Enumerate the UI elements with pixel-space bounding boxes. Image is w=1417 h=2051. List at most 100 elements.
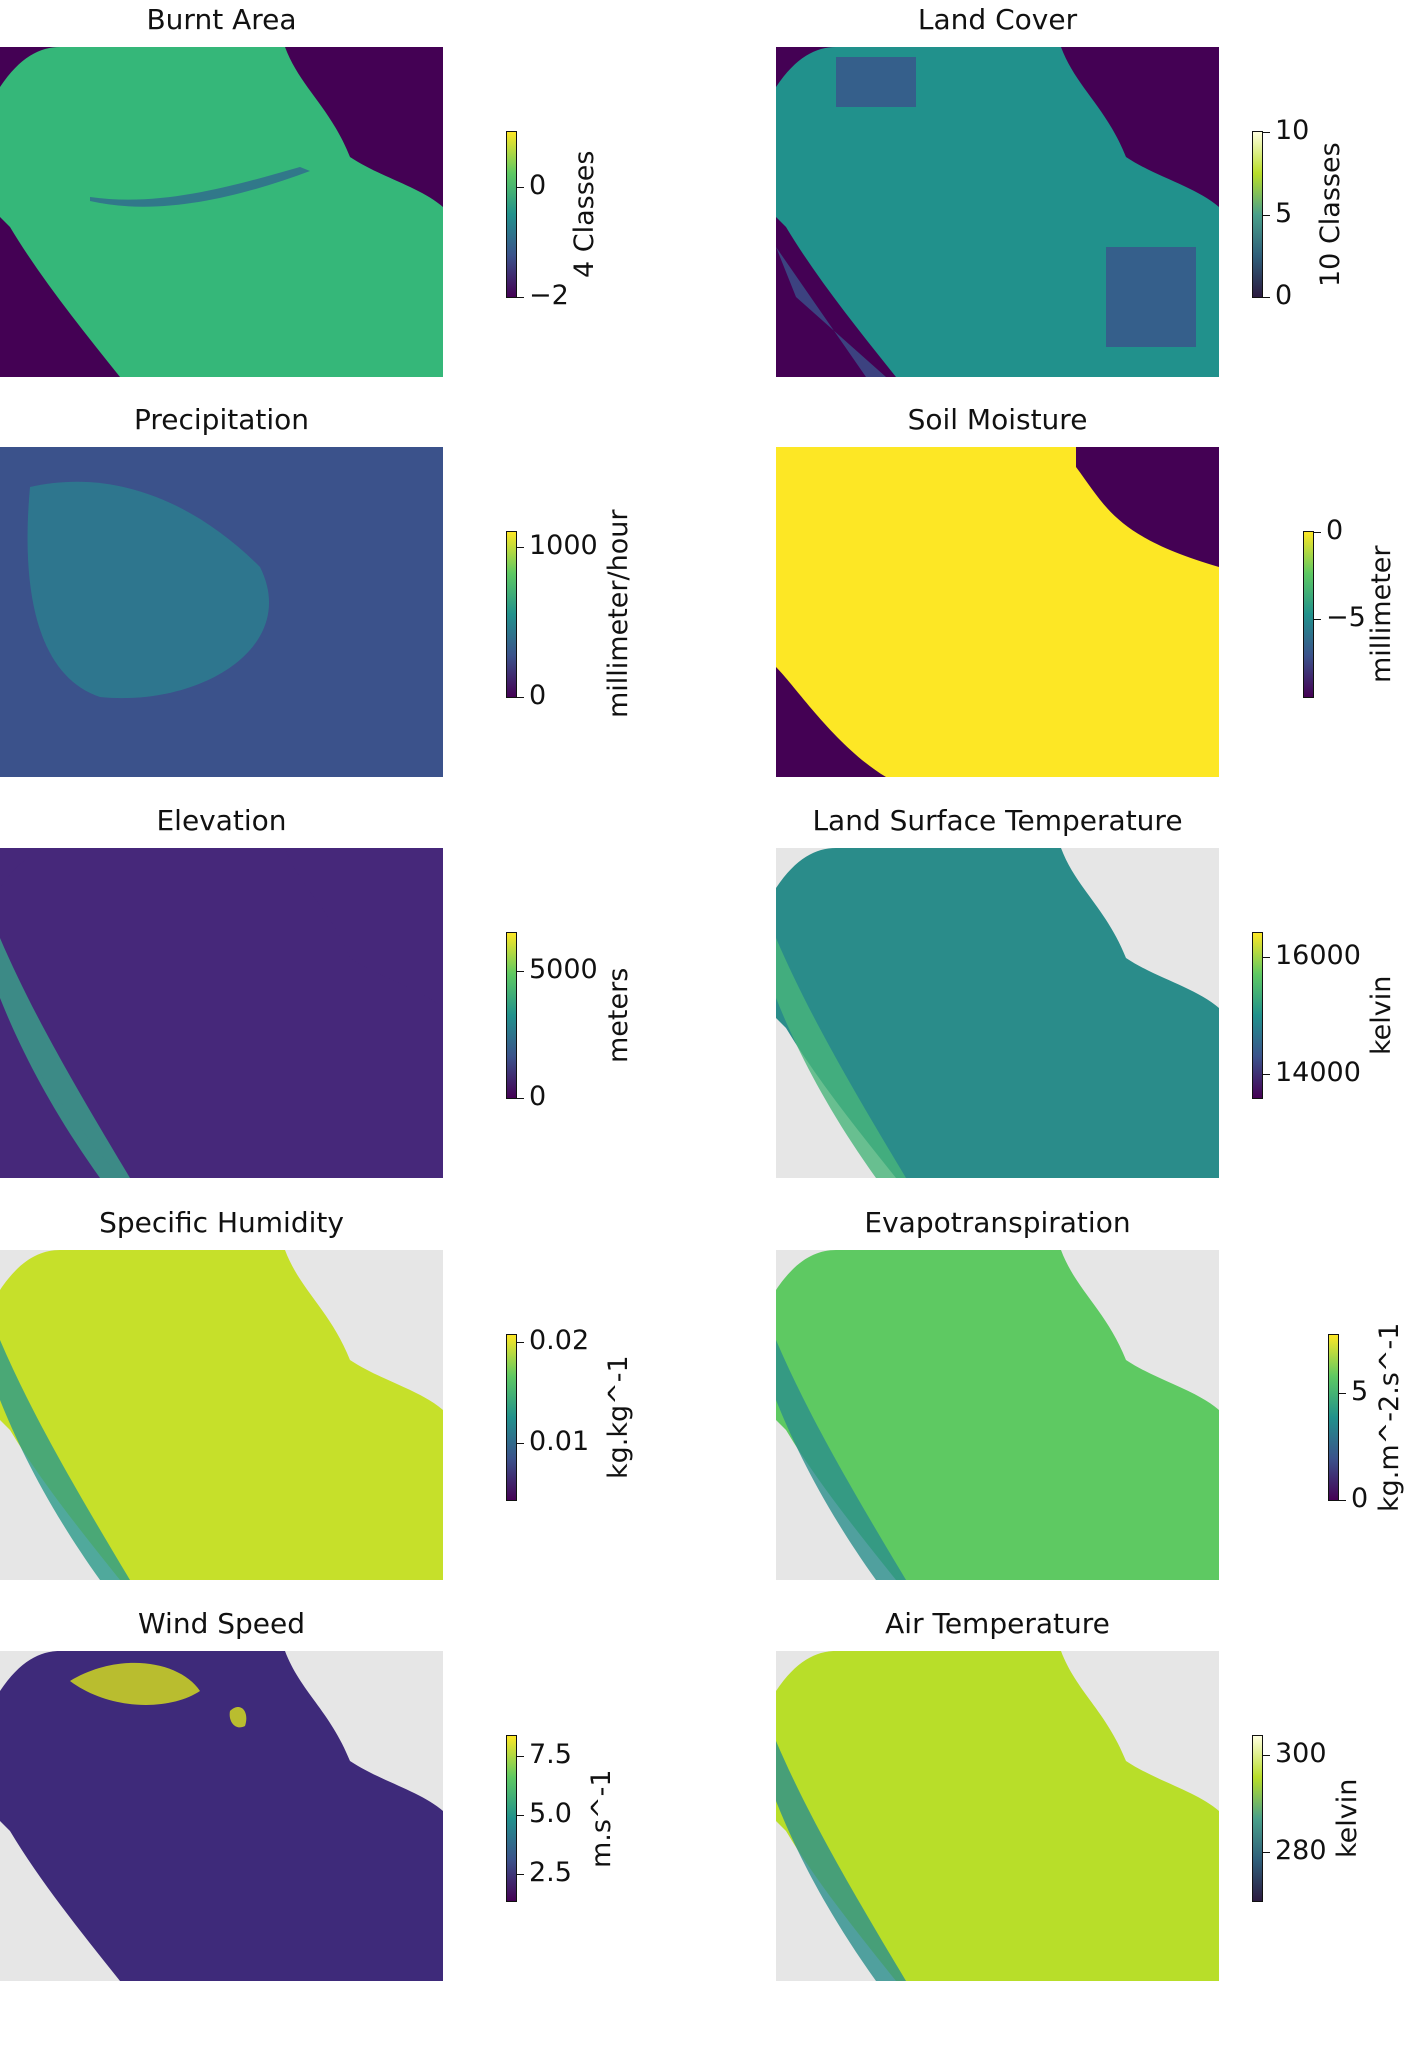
colorbar-label: meters	[603, 967, 634, 1063]
colorbar-tick-label: 0	[529, 1080, 547, 1112]
map-land	[0, 47, 443, 377]
colorbar-tick-label: 5	[1275, 197, 1293, 229]
colorbar-tick-label: 2.5	[529, 1857, 572, 1889]
colorbar: 0.02 0.01 kg.kg^-1	[506, 1325, 634, 1501]
colorbar-label: kelvin	[1332, 1778, 1363, 1858]
colorbar-tick-label: 0	[1275, 279, 1293, 311]
panel-title: Land Surface Temperature	[812, 804, 1183, 837]
colorbar-label: kg.m^-2.s^-1	[1374, 1322, 1405, 1512]
panel-evapotranspiration: Evapotranspiration 5 0 kg.m^-2.s^-1	[776, 1206, 1417, 1650]
colorbar-tick	[1263, 1755, 1270, 1757]
colorbar-tick	[1314, 618, 1321, 620]
colorbar-label: kg.kg^-1	[603, 1355, 634, 1479]
colorbar-tick	[1263, 1074, 1270, 1076]
colorbar: 0 −5 millimeter	[1303, 515, 1397, 698]
colorbar-tick-label: 0	[529, 169, 547, 201]
colorbar-tick	[1263, 1852, 1270, 1854]
panel-title: Evapotranspiration	[864, 1206, 1131, 1239]
map-land	[776, 1651, 1219, 1981]
colorbar-tick-label: 0	[1351, 1482, 1369, 1514]
colorbar-tick-label: 5000	[529, 954, 598, 986]
colorbar: 16000 14000 kelvin	[1252, 932, 1397, 1099]
colorbar-tick	[517, 547, 524, 548]
colorbar-tick	[1263, 132, 1270, 133]
colorbar-tick-label: 0	[1326, 514, 1344, 546]
colorbar-label: 10 Classes	[1315, 141, 1346, 287]
colorbar-tick	[517, 1098, 524, 1099]
heatmap-map	[776, 1250, 1219, 1580]
colorbar-tick	[517, 1342, 524, 1344]
colorbar-tick	[1263, 297, 1270, 298]
heatmap-map	[0, 47, 443, 377]
colorbar-tick	[517, 1442, 524, 1444]
colorbar: 5 0 kg.m^-2.s^-1	[1328, 1322, 1405, 1514]
map-land	[0, 1250, 443, 1580]
map-land	[776, 848, 1219, 1178]
heatmap-map	[776, 47, 1219, 377]
colorbar-tick-label: 0	[529, 679, 547, 711]
panel-title: Air Temperature	[885, 1607, 1110, 1640]
map-land	[776, 1250, 1219, 1580]
colorbar-tick-label: 14000	[1275, 1057, 1361, 1089]
colorbar-tick	[517, 187, 524, 188]
colorbar-label: 4 Classes	[569, 150, 600, 278]
panel-soil-moisture: Soil Moisture 0 −5 millimeter	[776, 403, 1417, 847]
panel-specific-humidity: Specific Humidity 0.02 0.01 kg.kg^-1	[0, 1206, 700, 1650]
colorbar-tick-label: 1000	[529, 529, 598, 561]
panel-title: Specific Humidity	[99, 1206, 344, 1239]
colorbar-tick	[1339, 1392, 1346, 1394]
colorbar: 10 5 0 10 Classes	[1252, 115, 1346, 311]
colorbar-tick-label: 7.5	[529, 1739, 572, 1771]
colorbar-tick	[1314, 532, 1321, 533]
colorbar-tick-label: 16000	[1275, 939, 1361, 971]
panel-title: Elevation	[156, 804, 287, 837]
colorbar-tick	[1263, 214, 1270, 216]
colorbar: 5000 0 meters	[506, 932, 634, 1112]
colorbar-tick	[517, 1874, 524, 1876]
heatmap-map	[0, 447, 443, 777]
colorbar: 0 −2 4 Classes	[506, 131, 600, 311]
colorbar: 1000 0 millimeter/hour	[506, 510, 634, 718]
panel-air-temperature: Air Temperature 300 280 kelvin	[776, 1607, 1417, 2051]
heatmap-map	[0, 1250, 443, 1580]
colorbar-tick-label: −5	[1326, 601, 1366, 633]
colorbar-tick-label: 10	[1275, 114, 1310, 146]
colorbar-tick-label: 5.0	[529, 1798, 572, 1830]
map-land	[776, 447, 1219, 777]
map-feature	[27, 481, 270, 699]
colorbar-tick-label: 280	[1275, 1835, 1327, 1867]
colorbar-tick	[517, 971, 524, 973]
colorbar-tick	[517, 1815, 524, 1817]
colorbar-label: m.s^-1	[586, 1769, 617, 1868]
map-feature	[70, 1662, 247, 1728]
colorbar: 7.5 5.0 2.5 m.s^-1	[506, 1735, 617, 1902]
heatmap-map	[0, 1651, 443, 1981]
panel-elevation: Elevation 5000 0 meters	[0, 804, 700, 1248]
panel-title: Soil Moisture	[907, 403, 1088, 436]
colorbar-tick	[517, 297, 524, 298]
heatmap-map	[776, 848, 1219, 1178]
colorbar-label: kelvin	[1366, 975, 1397, 1055]
map-land	[0, 1651, 443, 1981]
panel-title: Wind Speed	[137, 1607, 306, 1640]
colorbar-tick	[1263, 956, 1270, 958]
heatmap-map	[776, 1651, 1219, 1981]
panel-land-surface-temperature: Land Surface Temperature 16000 14000 kelvin	[776, 804, 1417, 1248]
colorbar-label: millimeter	[1366, 545, 1397, 683]
panel-land-cover: Land Cover 10 5 0 10 Classes	[776, 3, 1417, 447]
panel-burnt-area: Burnt Area 0 −2 4 Classes	[0, 3, 700, 447]
colorbar-tick-label: 0.02	[529, 1324, 590, 1356]
colorbar-tick	[517, 697, 524, 698]
colorbar-tick	[1339, 1500, 1346, 1501]
colorbar-tick-label: −2	[529, 279, 569, 311]
colorbar-tick	[517, 1756, 524, 1758]
heatmap-map	[0, 848, 443, 1178]
panel-title: Precipitation	[133, 403, 309, 436]
map-feature	[90, 167, 310, 207]
panel-precipitation: Precipitation 1000 0 millimeter/hour	[0, 403, 700, 847]
colorbar-label: millimeter/hour	[603, 509, 634, 718]
map-feature	[776, 57, 1196, 377]
colorbar-tick-label: 300	[1275, 1738, 1327, 1770]
map-land	[0, 848, 443, 1178]
colorbar-tick-label: 5	[1351, 1375, 1369, 1407]
